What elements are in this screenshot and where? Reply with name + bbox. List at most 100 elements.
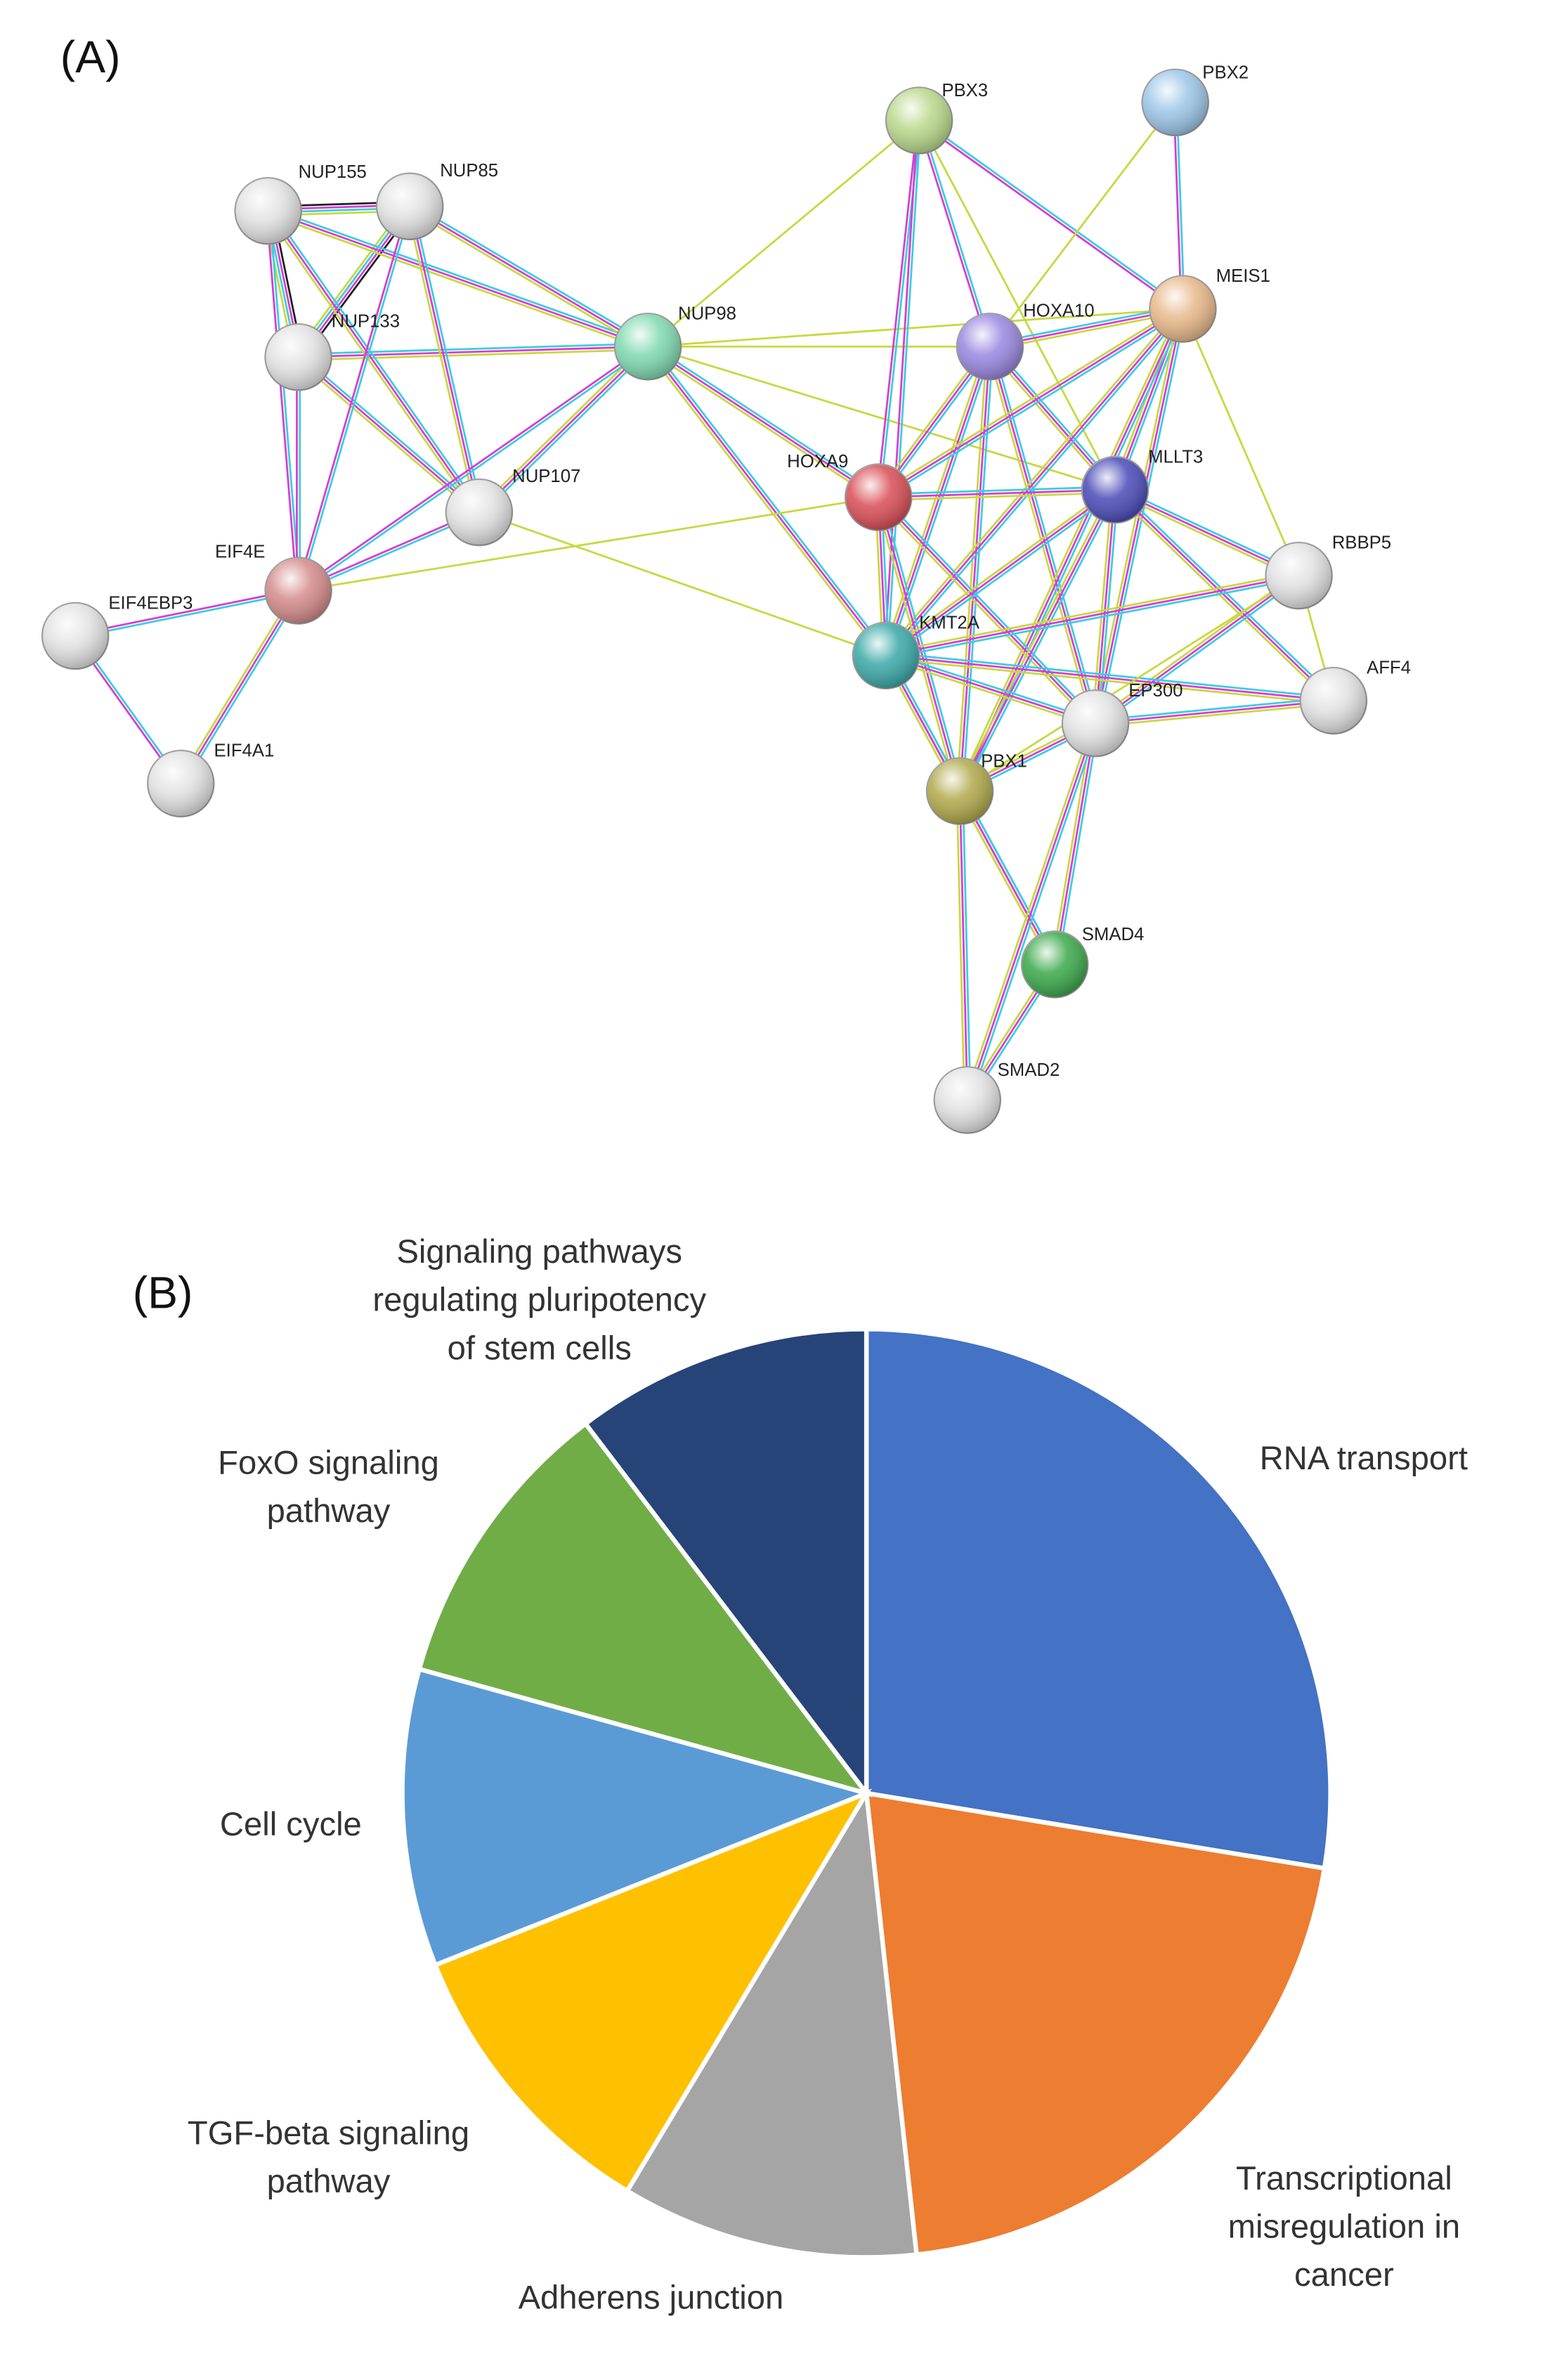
edge (298, 345, 649, 358)
edge (412, 205, 483, 512)
edge (1095, 703, 1334, 728)
edge (961, 490, 1119, 793)
edge (958, 791, 969, 1100)
node: EIF4EBP3 (41, 593, 193, 670)
edge (877, 497, 961, 792)
edge (958, 346, 991, 791)
node: EIF4A1 (147, 741, 274, 818)
edge (956, 307, 1181, 791)
edge (958, 489, 1116, 792)
node-shine (42, 602, 109, 670)
node-shine (1081, 456, 1149, 524)
node-label: NUP107 (512, 467, 580, 486)
edge (299, 353, 482, 511)
slice-label: Cell cycle (219, 1805, 362, 1843)
edge (296, 205, 410, 591)
edge (986, 347, 1094, 724)
edge (885, 488, 1116, 656)
edge (882, 345, 989, 655)
pie-slice (400, 1666, 874, 1968)
node: MLLT3 (1081, 447, 1203, 524)
edge (879, 311, 1185, 501)
slice-label: TGF-beta signaling pathway (187, 2114, 470, 2200)
edge (408, 208, 647, 351)
node-label: EP300 (1128, 681, 1183, 701)
edge (887, 491, 1118, 659)
node-label: EIF4E (215, 542, 265, 561)
edge (875, 498, 1094, 727)
node-shine (1265, 542, 1332, 609)
edge (878, 488, 1115, 499)
edge (647, 345, 1116, 491)
edge (298, 496, 879, 592)
edge (961, 791, 972, 1100)
node-label: MEIS1 (1216, 266, 1270, 286)
edge (478, 511, 887, 657)
edge (648, 308, 1183, 348)
edge (405, 207, 478, 514)
edge (880, 496, 964, 791)
edge (883, 306, 1182, 654)
node: NUP98 (613, 304, 736, 381)
edge (182, 592, 302, 786)
edge (266, 211, 298, 591)
edge (647, 119, 920, 348)
edge (885, 657, 1095, 727)
edge (961, 346, 994, 792)
node-shine (265, 324, 332, 391)
edge (916, 120, 990, 348)
node-label: NUP155 (299, 162, 367, 182)
edge (959, 575, 1300, 793)
edge (956, 346, 989, 791)
edge (1176, 102, 1185, 309)
edge (878, 491, 1116, 502)
node: RBBP5 (1265, 533, 1391, 610)
pie-slice (582, 1327, 869, 1800)
edge (883, 486, 1114, 654)
edge (74, 588, 299, 636)
node-shine (845, 464, 912, 531)
edge (480, 348, 651, 516)
edge (1095, 575, 1300, 724)
edge (1097, 490, 1119, 724)
edge (409, 205, 649, 348)
node: SMAD2 (933, 1060, 1060, 1134)
edge (887, 310, 1186, 658)
node: PBX2 (1141, 63, 1249, 137)
edge (886, 651, 1097, 722)
edge (880, 494, 1099, 722)
edge (476, 344, 647, 512)
node: EIF4E (215, 542, 332, 625)
node-label: EIF4EBP3 (108, 593, 193, 613)
edge (918, 119, 1116, 490)
edge (886, 578, 1300, 660)
node-label: PBX1 (981, 752, 1027, 772)
edge (267, 210, 481, 513)
node-shine (926, 757, 994, 825)
node-label: KMT2A (919, 613, 980, 632)
node: NUP85 (376, 161, 498, 241)
edge (1114, 488, 1334, 702)
node-shine (377, 173, 443, 240)
node: SMAD4 (1020, 925, 1144, 999)
edge (969, 724, 1100, 1102)
node-label: HOXA9 (787, 452, 848, 472)
pie-slice (416, 1420, 873, 1797)
edge (966, 722, 1097, 1100)
node: NUP155 (234, 162, 367, 245)
edge (885, 654, 1096, 724)
edge (878, 496, 1097, 724)
edge (298, 342, 649, 356)
edge (1182, 308, 1300, 576)
node: PBX3 (885, 81, 988, 155)
edge (1091, 489, 1114, 724)
edge (1094, 489, 1116, 724)
edge (919, 118, 1185, 309)
node-shine (148, 750, 214, 817)
edge (878, 308, 1184, 498)
node: KMT2A (852, 613, 980, 690)
edge (177, 588, 297, 783)
edge (644, 348, 885, 658)
